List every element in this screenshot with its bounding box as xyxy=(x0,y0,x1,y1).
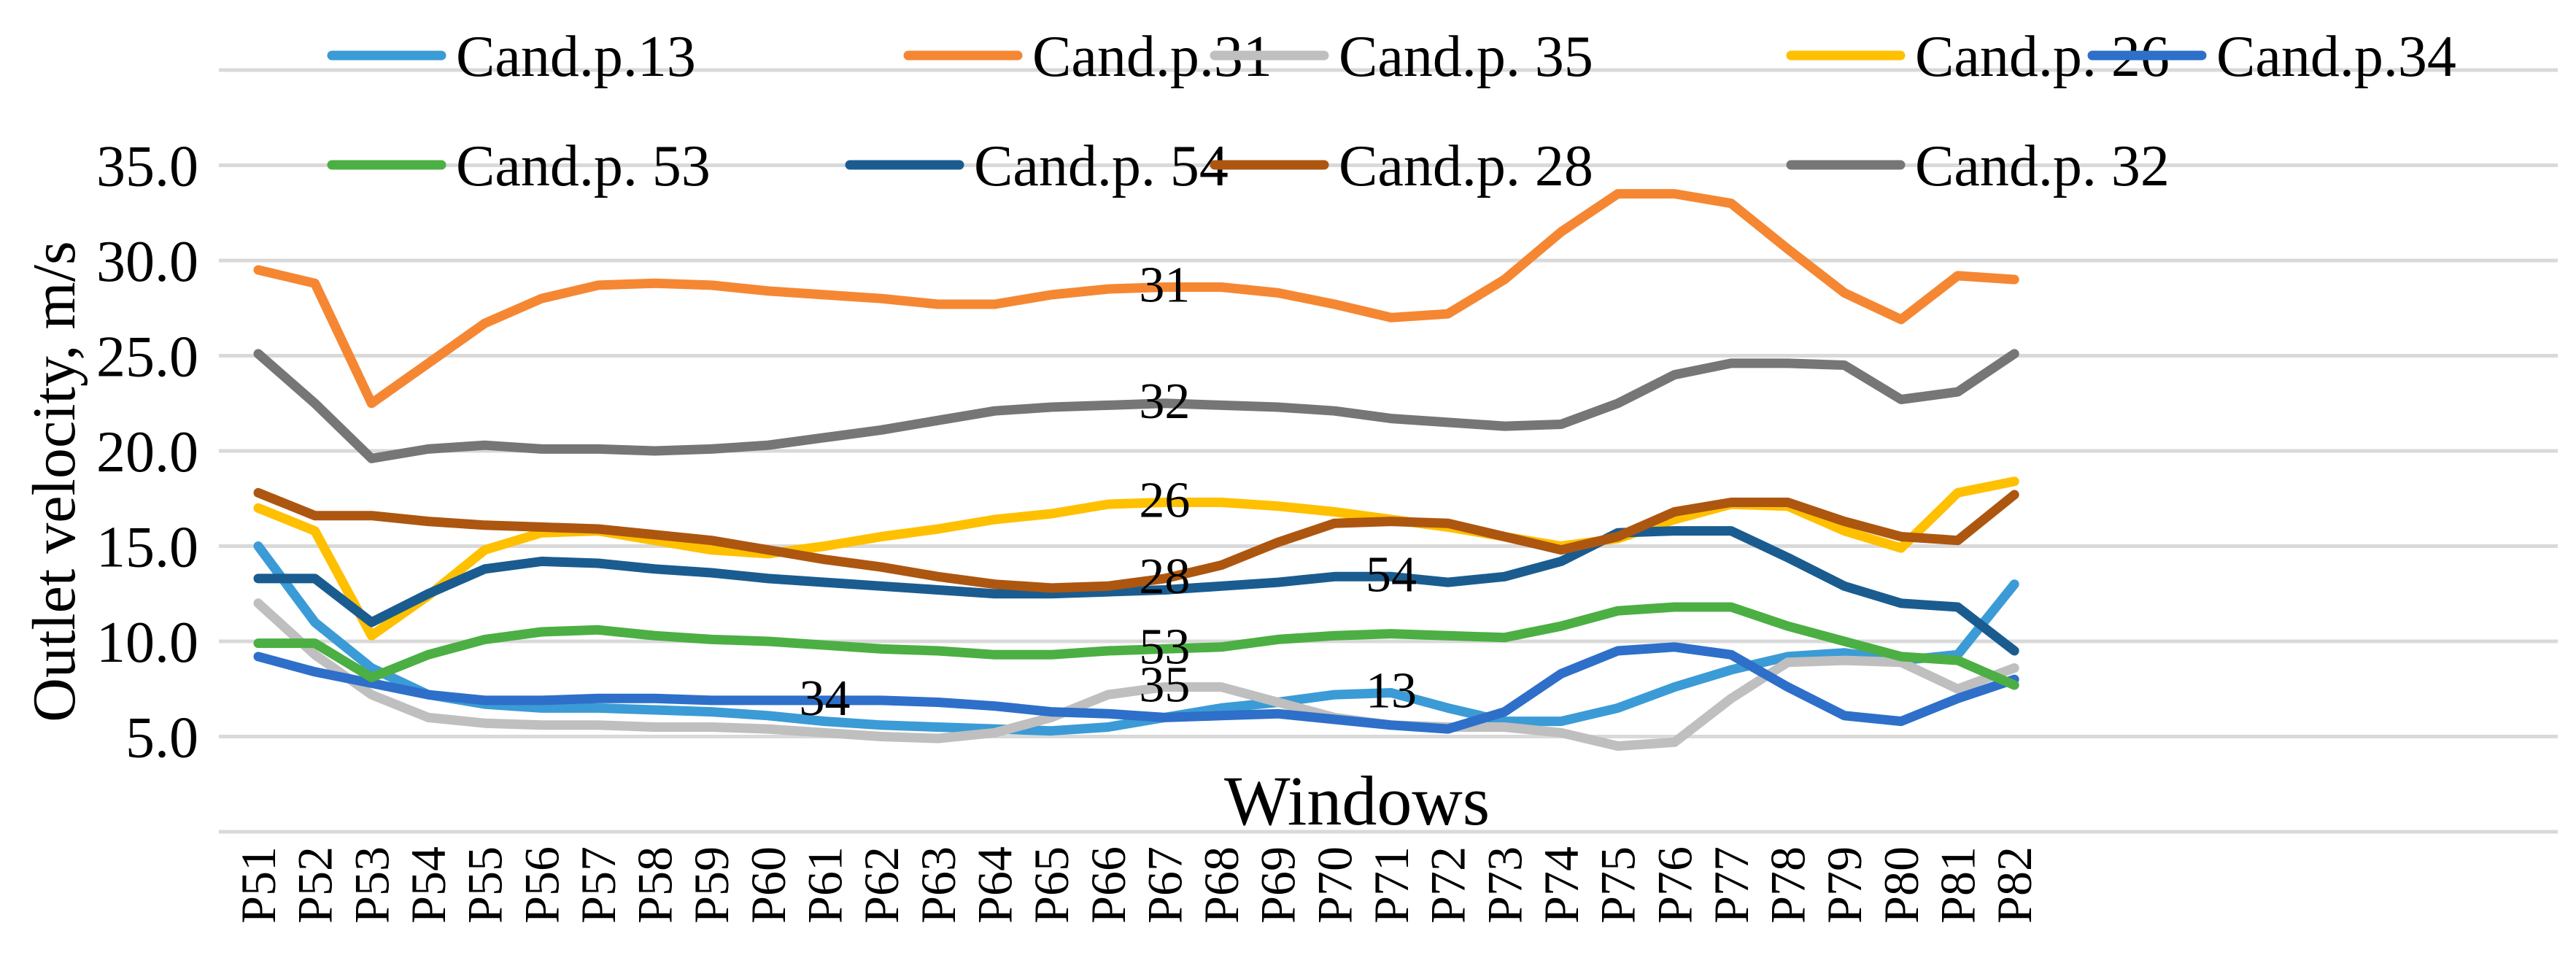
series-lines xyxy=(253,189,2019,751)
y-tick-label: 20.0 xyxy=(96,420,198,484)
x-tick-label: P63 xyxy=(910,846,966,924)
legend-label: Cand.p.13 xyxy=(456,25,696,89)
y-tick-label: 5.0 xyxy=(125,706,198,770)
x-axis-title: Windows xyxy=(1224,762,1490,840)
legend-label: Cand.p. 32 xyxy=(1915,134,2170,198)
y-tick-label: 10.0 xyxy=(96,611,198,675)
x-tick-label: P82 xyxy=(1987,846,2042,924)
legend-label: Cand.p. 54 xyxy=(974,134,1229,198)
x-tick-label: P69 xyxy=(1250,846,1306,924)
x-tick-label: P59 xyxy=(684,846,739,924)
y-tick-label: 35.0 xyxy=(96,135,198,199)
x-tick-label: P54 xyxy=(401,846,456,924)
legend-label: Cand.p.34 xyxy=(2216,25,2456,89)
annotation-label: 26 xyxy=(1139,472,1190,528)
series-line-6 xyxy=(253,526,2019,656)
legend-item-7: Cand.p. 28 xyxy=(1210,134,1593,198)
x-tick-label: P80 xyxy=(1873,846,1929,924)
series-line-0 xyxy=(253,541,2019,736)
x-tick-label: P64 xyxy=(967,846,1022,924)
legend-item-0: Cand.p.13 xyxy=(327,25,696,89)
legend-label: Cand.p. 53 xyxy=(456,134,711,198)
series-line-4 xyxy=(253,642,2019,734)
annotation-label: 53 xyxy=(1139,619,1190,675)
legend: Cand.p.13 Cand.p.31 Cand.p. 35 Cand.p. 26 Ca… xyxy=(327,25,2456,198)
x-tick-label: P73 xyxy=(1477,846,1532,924)
x-tick-label: P62 xyxy=(854,846,909,924)
series-line-1 xyxy=(253,189,2019,409)
x-tick-label: P70 xyxy=(1307,846,1362,924)
x-tick-label: P67 xyxy=(1137,846,1192,924)
x-tick-label: P74 xyxy=(1533,846,1589,924)
series-line-8 xyxy=(253,349,2019,463)
x-tick-label: P51 xyxy=(231,846,286,924)
x-tick-label: P56 xyxy=(514,846,569,924)
legend-item-4: Cand.p.34 xyxy=(2087,25,2456,89)
legend-item-2: Cand.p. 35 xyxy=(1210,25,1593,89)
x-tick-label: P57 xyxy=(570,846,626,924)
y-axis-title: Outlet velocity, m/s xyxy=(20,241,88,722)
x-tick-label: P75 xyxy=(1590,846,1646,924)
annotation-label: 32 xyxy=(1139,374,1190,430)
annotation-label: 54 xyxy=(1366,546,1417,603)
y-tick-label: 30.0 xyxy=(96,230,198,294)
x-tick-label: P65 xyxy=(1024,846,1079,924)
y-axis-ticks: 5.0 10.0 15.0 20.0 25.0 30.0 35.0 xyxy=(96,135,198,770)
x-tick-label: P72 xyxy=(1420,846,1476,924)
x-tick-label: P61 xyxy=(797,846,853,924)
series-line-2 xyxy=(253,598,2019,751)
series-line-7 xyxy=(253,487,2019,593)
x-axis-ticks: P51 P52 P53 P54 P55 P56 P57 P58 P59 P60 P61 P62 P63 P… xyxy=(231,846,2042,924)
x-tick-label: P71 xyxy=(1364,846,1419,924)
series-line-5 xyxy=(253,602,2019,690)
legend-item-8: Cand.p. 32 xyxy=(1786,134,2170,198)
annotation-label: 13 xyxy=(1366,663,1417,719)
legend-label: Cand.p. 28 xyxy=(1339,134,1593,198)
x-tick-label: P66 xyxy=(1080,846,1136,924)
legend-item-5: Cand.p. 53 xyxy=(327,134,711,198)
annotation-label: 31 xyxy=(1139,258,1190,314)
x-tick-label: P58 xyxy=(627,846,683,924)
x-tick-label: P81 xyxy=(1930,846,1986,924)
x-tick-label: P53 xyxy=(344,846,399,924)
x-tick-label: P79 xyxy=(1817,846,1872,924)
y-tick-label: 25.0 xyxy=(96,325,198,390)
legend-item-6: Cand.p. 54 xyxy=(845,134,1229,198)
x-tick-label: P52 xyxy=(287,846,343,924)
x-tick-label: P60 xyxy=(740,846,796,924)
x-tick-label: P68 xyxy=(1194,846,1249,924)
annotation-label: 35 xyxy=(1139,657,1190,714)
x-tick-label: P76 xyxy=(1647,846,1702,924)
annotation-label: 34 xyxy=(800,671,851,727)
x-tick-label: P78 xyxy=(1760,846,1816,924)
x-tick-label: P77 xyxy=(1703,846,1759,924)
annotation-label: 28 xyxy=(1139,549,1190,605)
legend-label: Cand.p. 35 xyxy=(1339,25,1593,89)
y-tick-label: 15.0 xyxy=(96,516,198,580)
x-tick-label: P55 xyxy=(457,846,513,924)
